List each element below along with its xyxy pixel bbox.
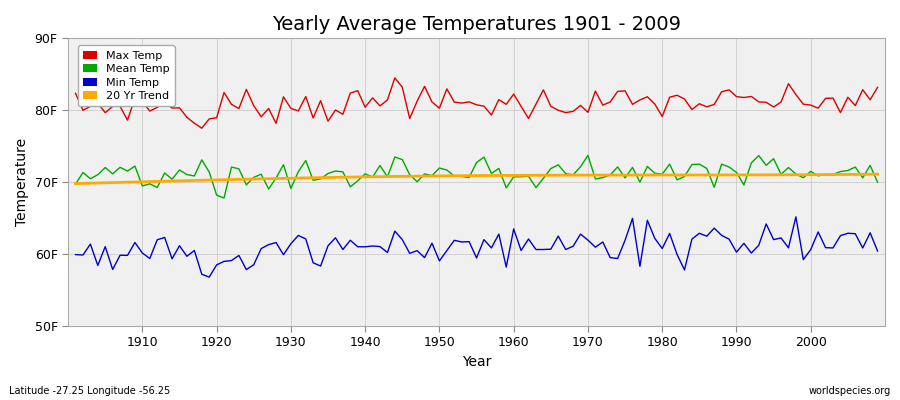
Title: Yearly Average Temperatures 1901 - 2009: Yearly Average Temperatures 1901 - 2009 xyxy=(272,15,681,34)
Text: Latitude -27.25 Longitude -56.25: Latitude -27.25 Longitude -56.25 xyxy=(9,386,170,396)
Text: worldspecies.org: worldspecies.org xyxy=(809,386,891,396)
X-axis label: Year: Year xyxy=(462,355,491,369)
Y-axis label: Temperature: Temperature xyxy=(15,138,29,226)
Legend: Max Temp, Mean Temp, Min Temp, 20 Yr Trend: Max Temp, Mean Temp, Min Temp, 20 Yr Tre… xyxy=(77,45,175,106)
